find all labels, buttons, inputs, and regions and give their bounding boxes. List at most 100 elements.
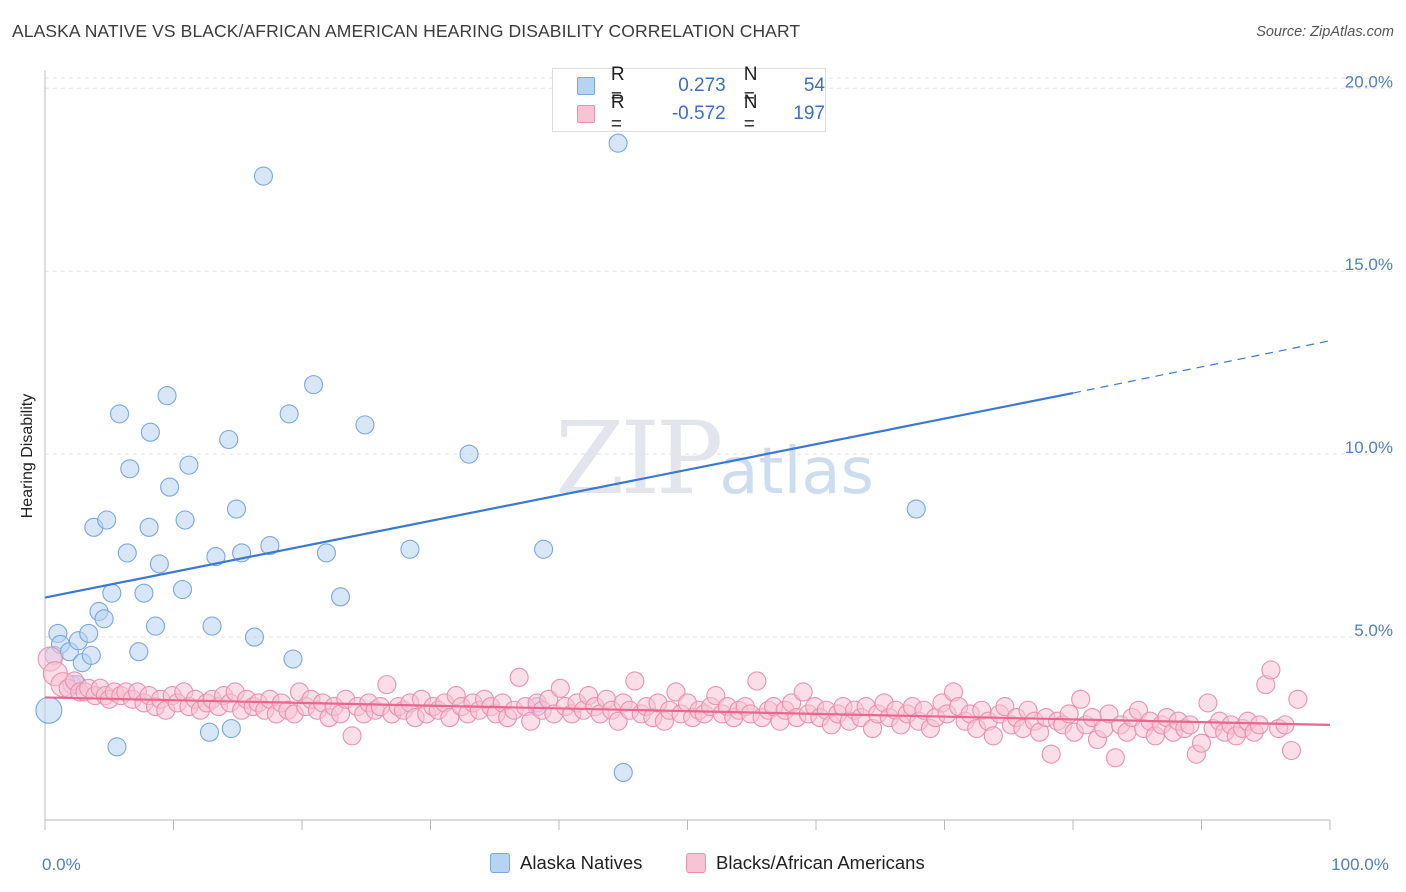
data-point [316,543,336,563]
trend-line-extension [1072,340,1331,394]
data-point [226,499,247,519]
tick-labels: 5.0% 10.0% 15.0% 20.0% 0.0% 100.0% [42,72,1393,874]
legend-r-value: -0.572 [671,103,726,124]
data-point [509,667,529,687]
data-point [253,166,274,186]
legend-row-alaska-natives: R = 0.273 N = 54 [577,64,825,107]
data-point [202,616,222,636]
data-point [1099,704,1119,724]
bottom-legend-swatch-pink [686,853,706,873]
data-point [625,671,645,691]
bottom-legend-label: Blacks/African Americans [716,852,925,873]
data-point [79,623,99,643]
data-point [747,671,767,691]
data-point [534,539,554,559]
x-tick-label: 0.0% [42,855,81,874]
data-point [1191,733,1212,753]
data-point [149,554,169,574]
bottom-legend-blacks-african-americans: Blacks/African Americans [686,852,925,874]
data-point [330,587,351,607]
data-point [1105,748,1125,768]
data-point [613,762,633,782]
data-point [283,649,303,669]
y-tick-label: 15.0% [1345,255,1393,274]
legend-n-label: N = [743,92,758,135]
data-point [94,609,114,629]
data-point [179,455,199,475]
data-point [172,579,193,600]
legend-r-value: 0.273 [678,75,726,96]
bottom-legend-swatch-blue [490,853,510,873]
y-tick-label: 10.0% [1345,438,1393,457]
data-point [109,404,130,424]
y-tick-label: 5.0% [1354,621,1393,640]
data-point [145,616,166,636]
data-point [355,415,375,435]
data-point [1198,693,1218,713]
data-point [1281,740,1301,761]
data-point [1180,715,1200,735]
trend-lines [44,340,1331,726]
data-point [983,726,1003,746]
correlation-legend: R = 0.273 N = 54 R = -0.572 N = 197 [552,64,826,135]
data-point [199,722,220,742]
y-tick-label: 20.0% [1345,72,1393,91]
data-point [35,696,63,724]
data-point [260,536,280,556]
data-point [97,510,117,530]
data-point [1128,700,1149,720]
legend-r-label: R = [610,92,625,135]
data-point [219,429,239,450]
data-point [459,444,479,464]
data-point [134,583,154,603]
data-point [793,682,813,702]
legend-swatch-pink [577,105,595,123]
data-point [1041,744,1061,764]
bottom-legend-label: Alaska Natives [520,852,643,873]
series-alaska-natives [35,133,926,782]
data-point [304,375,324,395]
axes [44,70,1331,830]
data-point [706,686,726,706]
data-point [279,404,299,424]
bottom-legend-alaska-natives: Alaska Natives [490,852,642,874]
data-point [81,645,101,665]
data-point [206,547,226,567]
data-point [1261,660,1281,680]
data-point [160,477,180,497]
legend-swatch-blue [577,77,595,95]
data-point [244,627,265,647]
legend-r-label: R = [610,64,625,107]
legend-row-blacks-african-americans: R = -0.572 N = 197 [577,92,825,135]
data-point [1288,689,1308,709]
trend-line [44,391,1074,599]
data-point [175,510,195,530]
data-point [440,708,460,728]
source-label: Source: ZipAtlas.com [1256,24,1394,40]
data-point [342,726,362,746]
watermark-zip: ZIP [555,400,723,517]
series-blacks-african-americans [37,646,1308,768]
legend-n-label: N = [743,64,758,107]
data-point [1249,715,1269,735]
data-point [377,675,397,695]
data-point [666,682,686,702]
data-point [120,459,140,479]
data-point [107,737,127,757]
trend-line [44,696,1331,726]
data-point [139,517,159,537]
data-point [102,583,122,603]
legend-n-value: 197 [793,103,825,124]
data-point [400,539,420,559]
data-point [906,499,926,519]
data-point [157,386,177,406]
data-point [608,133,628,153]
data-point [521,711,541,731]
data-point [1071,689,1091,709]
chart-title: ALASKA NATIVE VS BLACK/AFRICAN AMERICAN … [12,21,801,41]
data-point [129,642,149,662]
data-point [608,711,628,731]
data-point [117,543,137,563]
watermark: ZIPatlas [555,400,874,517]
x-tick-label: 100.0% [1331,855,1389,874]
